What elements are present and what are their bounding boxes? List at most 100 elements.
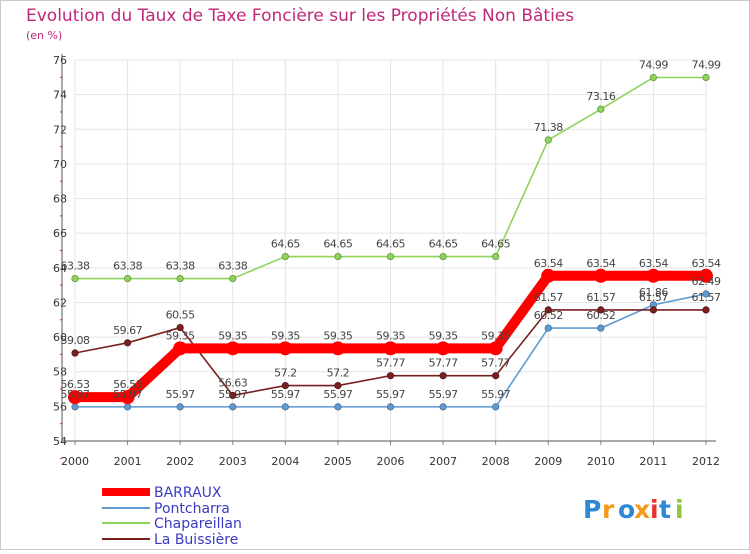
data-point	[123, 339, 132, 347]
data-point	[330, 341, 345, 356]
x-tick-label: 2006	[377, 455, 405, 468]
data-point	[229, 403, 237, 411]
axes: 54 56 58 60 62 64 66 68 70 72 74 76 2000 2001 2002 2003…	[53, 54, 720, 468]
data-point	[123, 403, 132, 411]
y-tick-label: 58	[53, 366, 67, 379]
data-point	[488, 341, 503, 356]
legend-label: La Buissière	[154, 532, 238, 548]
data-point	[173, 341, 188, 356]
logo-letter: i	[675, 495, 684, 524]
data-labels: 56.53 56.53 59.35 59.35 59.35 59.35 59.35 59.35…	[61, 58, 722, 401]
data-label: 55.97	[376, 388, 405, 401]
data-point	[492, 372, 500, 380]
data-point	[439, 372, 447, 380]
data-label: 56.53	[113, 378, 142, 391]
data-label: 59.35	[429, 329, 458, 342]
logo-letter: x	[634, 495, 650, 524]
logo-letter: r	[602, 495, 615, 524]
data-label: 64.65	[271, 238, 300, 251]
data-label: 61.86	[639, 286, 668, 299]
data-label: 59.35	[218, 329, 247, 342]
data-label: 59.35	[481, 329, 510, 342]
y-tick-label: 72	[53, 123, 67, 136]
data-label: 61.57	[692, 291, 721, 304]
y-tick-label: 62	[53, 296, 67, 309]
data-point	[176, 274, 184, 283]
x-tick-label: 2011	[639, 455, 667, 468]
data-point	[702, 73, 710, 82]
data-label: 55.97	[429, 388, 458, 401]
x-tick-label: 2012	[692, 455, 720, 468]
data-point	[281, 381, 289, 390]
data-label: 57.2	[274, 367, 297, 380]
data-point	[334, 252, 342, 261]
data-point	[281, 252, 289, 261]
chart-subtitle: (en %)	[26, 29, 62, 42]
logo-letter: i	[650, 495, 659, 524]
data-point	[597, 306, 605, 314]
y-tick-label: 60	[53, 331, 67, 344]
y-tick-label: 54	[53, 435, 67, 448]
data-label: 59.35	[166, 329, 195, 342]
data-label: 64.65	[429, 238, 458, 251]
data-point	[71, 403, 79, 411]
data-point	[492, 403, 500, 411]
data-label: 63.38	[61, 260, 90, 273]
data-point	[334, 403, 342, 411]
data-label: 63.38	[113, 260, 142, 273]
data-label: 55.97	[271, 388, 300, 401]
y-tick-label: 68	[53, 193, 67, 206]
data-point	[123, 274, 132, 283]
y-tick-label: 74	[53, 89, 67, 102]
data-label: 55.97	[218, 388, 247, 401]
series-group	[68, 73, 713, 411]
data-label: 57.2	[327, 367, 350, 380]
data-point	[383, 341, 398, 356]
data-point	[439, 403, 447, 411]
data-label: 73.16	[586, 90, 615, 103]
x-tick-label: 2001	[114, 455, 142, 468]
data-point	[702, 306, 710, 314]
data-label: 55.97	[481, 388, 510, 401]
data-point	[649, 73, 658, 82]
data-label: 59.35	[376, 329, 405, 342]
data-point	[492, 252, 500, 261]
data-label: 64.65	[323, 238, 352, 251]
data-label: 57.77	[481, 357, 510, 370]
data-label: 63.38	[218, 260, 247, 273]
data-label: 74.99	[692, 58, 721, 71]
data-point	[386, 252, 395, 261]
data-label: 63.54	[534, 257, 563, 270]
data-label: 55.97	[61, 388, 90, 401]
data-label: 57.77	[376, 357, 405, 370]
data-point	[597, 105, 605, 113]
data-point	[120, 390, 135, 405]
data-label: 55.97	[166, 388, 195, 401]
data-point	[544, 324, 552, 332]
data-point	[541, 268, 556, 283]
x-tick-label: 2007	[429, 455, 457, 468]
data-label: 63.54	[692, 257, 721, 270]
data-point	[278, 341, 293, 356]
data-point	[71, 274, 79, 283]
data-label: 63.38	[166, 260, 195, 273]
data-point	[229, 391, 237, 400]
data-point	[281, 403, 289, 411]
data-point	[229, 274, 237, 283]
data-point	[544, 136, 552, 144]
data-label: 59.35	[271, 329, 300, 342]
legend-label: Chapareillan	[154, 516, 242, 532]
data-point	[702, 290, 710, 298]
y-tick-label: 76	[53, 54, 67, 67]
y-tick-label: 56	[53, 400, 67, 413]
data-label: 57.77	[429, 357, 458, 370]
x-tick-label: 2003	[219, 455, 247, 468]
data-label: 60.55	[166, 309, 195, 322]
data-point	[439, 252, 447, 261]
chart-title: Evolution du Taux de Taxe Foncière sur l…	[26, 6, 574, 26]
data-point	[176, 323, 184, 332]
data-label: 56.53	[61, 378, 90, 391]
